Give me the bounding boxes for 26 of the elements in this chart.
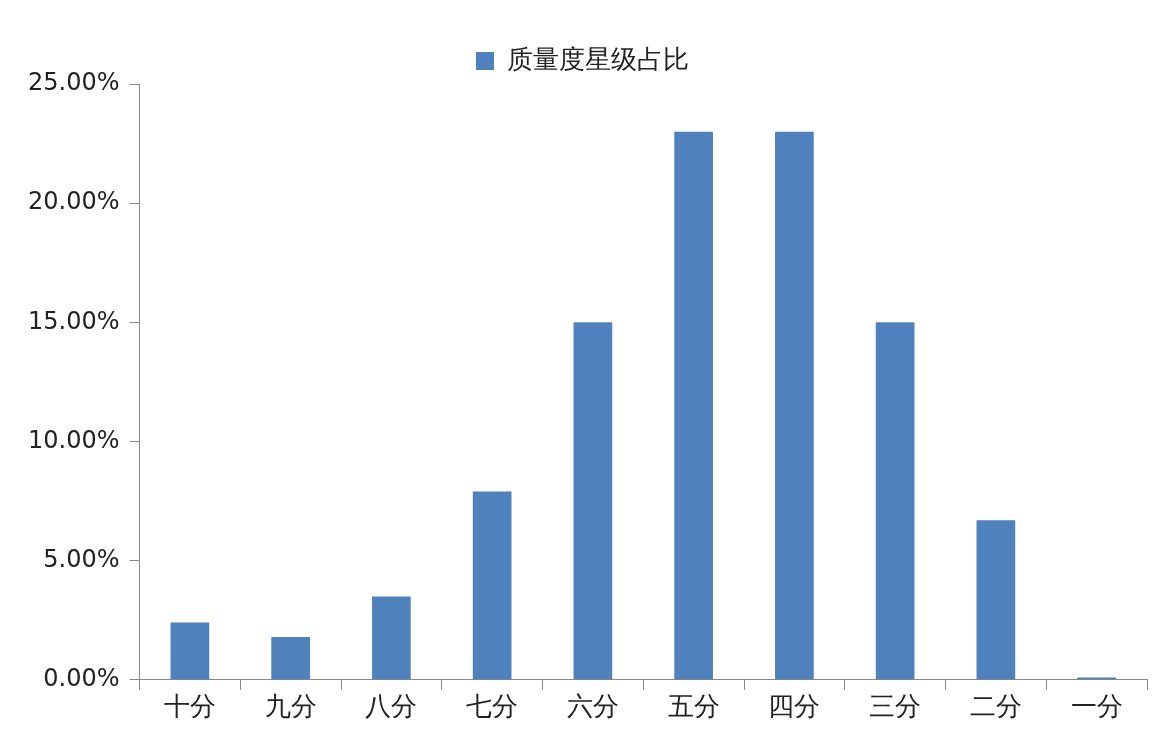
bar (472, 491, 512, 680)
x-tick-label: 七分 (466, 691, 519, 722)
bar (775, 131, 814, 680)
bar (573, 322, 613, 680)
bar (674, 131, 713, 680)
y-tick-label: 10.00% (28, 425, 120, 454)
y-tick-label: 25.00% (28, 68, 120, 97)
y-tick-label: 5.00% (43, 544, 120, 573)
bar (372, 596, 411, 680)
y-tick-label: 20.00% (28, 187, 120, 216)
y-tick-label: 15.00% (28, 306, 120, 335)
x-tick-label: 四分 (768, 691, 821, 722)
bar (170, 622, 210, 680)
x-tick-label: 十分 (163, 691, 216, 722)
bar (976, 520, 1016, 680)
x-tick-label: 八分 (365, 691, 418, 722)
legend-label: 质量度星级占比 (507, 43, 689, 74)
x-tick-label: 三分 (869, 691, 922, 722)
x-tick-label: 五分 (667, 691, 720, 722)
bar (875, 322, 915, 680)
bar (271, 636, 310, 680)
x-tick-label: 九分 (264, 691, 317, 722)
y-tick-label: 0.00% (43, 664, 120, 693)
x-tick-label: 二分 (969, 691, 1022, 722)
x-tick-label: 六分 (566, 691, 619, 722)
x-tick-label: 一分 (1070, 691, 1123, 722)
